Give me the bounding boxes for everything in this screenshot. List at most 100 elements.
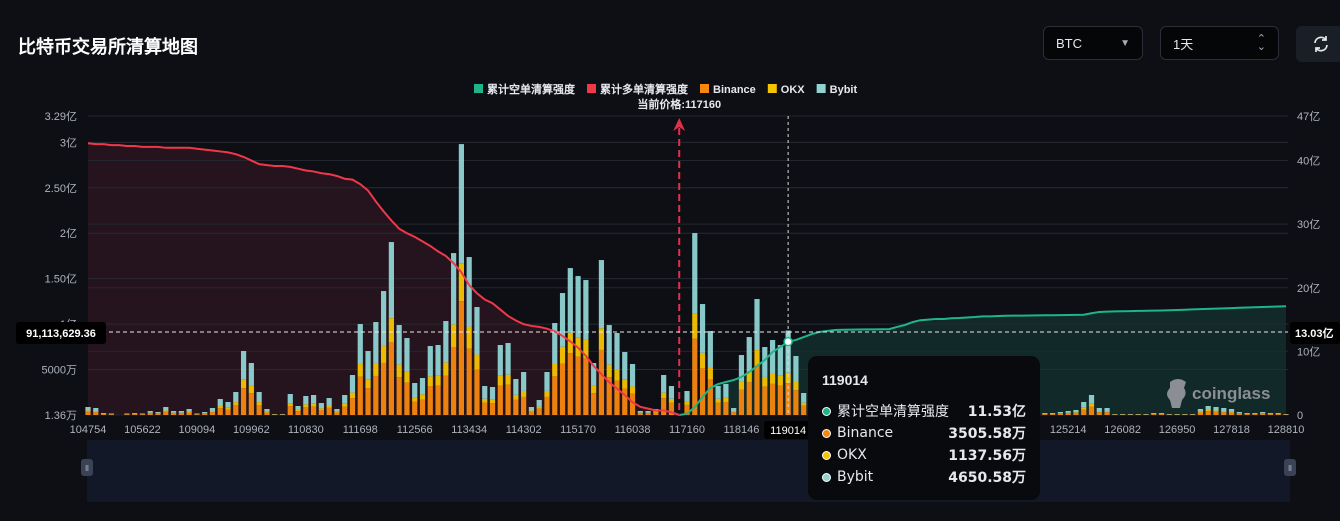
bar-binance[interactable] [575, 356, 581, 415]
bar-binance[interactable] [552, 376, 558, 415]
bar-okx[interactable] [785, 372, 791, 384]
bar-okx[interactable] [326, 405, 332, 408]
bar-bybit[interactable] [575, 276, 581, 338]
bar-binance[interactable] [567, 353, 573, 415]
bar-binance[interactable] [731, 412, 737, 415]
bar-binance[interactable] [202, 413, 208, 415]
bar-okx[interactable] [1228, 411, 1235, 413]
bar-binance[interactable] [1213, 411, 1219, 415]
bar-bybit[interactable] [466, 257, 472, 327]
bar-binance[interactable] [1252, 414, 1258, 415]
legend-item[interactable]: OKX [781, 84, 806, 96]
bar-okx[interactable] [513, 394, 519, 400]
bar-binance[interactable] [1236, 413, 1242, 415]
bar-binance[interactable] [1158, 414, 1165, 415]
bar-binance[interactable] [404, 382, 410, 415]
bar-binance[interactable] [591, 393, 597, 415]
bar-binance[interactable] [505, 384, 511, 415]
bar-okx[interactable] [264, 411, 270, 413]
bar-bybit[interactable] [777, 345, 783, 376]
bar-okx[interactable] [388, 318, 394, 343]
bar-okx[interactable] [629, 386, 636, 394]
bar-binance[interactable] [614, 380, 620, 415]
bar-binance[interactable] [1197, 412, 1204, 415]
bar-binance[interactable] [1081, 409, 1087, 415]
bar-okx[interactable] [248, 385, 254, 394]
bar-okx[interactable] [287, 403, 293, 407]
bar-binance[interactable] [489, 403, 496, 415]
bar-binance[interactable] [155, 413, 161, 415]
bar-bybit[interactable] [692, 233, 698, 314]
bar-binance[interactable] [1205, 411, 1211, 415]
bar-bybit[interactable] [622, 352, 628, 380]
bar-bybit[interactable] [1050, 413, 1056, 414]
bar-bybit[interactable] [1236, 412, 1242, 414]
bar-okx[interactable] [1088, 403, 1095, 407]
bar-okx[interactable] [1073, 412, 1079, 413]
bar-okx[interactable] [357, 364, 363, 377]
bar-okx[interactable] [591, 385, 597, 394]
bar-binance[interactable] [124, 414, 130, 415]
bar-bybit[interactable] [723, 384, 729, 398]
bar-okx[interactable] [93, 411, 99, 413]
bar-bybit[interactable] [163, 407, 169, 411]
bar-binance[interactable] [85, 411, 91, 415]
bar-bybit[interactable] [334, 409, 340, 412]
bar-binance[interactable] [754, 366, 760, 415]
bar-binance[interactable] [606, 377, 612, 415]
bar-binance[interactable] [295, 411, 301, 415]
bar-binance[interactable] [209, 412, 216, 415]
bar-binance[interactable] [310, 406, 317, 415]
bar-binance[interactable] [139, 414, 146, 415]
bar-bybit[interactable] [100, 413, 107, 414]
bar-bybit[interactable] [1275, 413, 1281, 414]
bar-bybit[interactable] [1088, 395, 1095, 404]
bar-binance[interactable] [451, 346, 457, 415]
bar-bybit[interactable] [707, 331, 713, 368]
bar-bybit[interactable] [240, 351, 247, 380]
bar-bybit[interactable] [482, 386, 488, 399]
bar-binance[interactable] [1042, 414, 1048, 415]
bar-binance[interactable] [793, 390, 799, 415]
bar-bybit[interactable] [552, 323, 558, 364]
bar-binance[interactable] [108, 414, 114, 415]
bar-okx[interactable] [474, 354, 480, 370]
bar-okx[interactable] [622, 379, 628, 389]
bar-okx[interactable] [544, 390, 550, 397]
bar-binance[interactable] [1065, 413, 1071, 415]
bar-bybit[interactable] [1065, 411, 1071, 413]
bar-binance[interactable] [365, 388, 371, 415]
bar-bybit[interactable] [388, 242, 394, 319]
bar-binance[interactable] [381, 362, 387, 415]
bar-binance[interactable] [723, 401, 729, 415]
bar-binance[interactable] [326, 407, 332, 415]
bar-bybit[interactable] [793, 356, 799, 382]
period-select[interactable]: 1天 ⌃ ⌄ [1160, 26, 1279, 60]
bar-binance[interactable] [1050, 414, 1056, 415]
bar-bybit[interactable] [178, 411, 184, 413]
bar-binance[interactable] [240, 388, 247, 415]
bar-binance[interactable] [1244, 414, 1250, 415]
legend-item[interactable]: 累计空单清算强度 [487, 82, 576, 96]
coin-select[interactable]: BTC ▼ [1043, 26, 1143, 60]
bar-okx[interactable] [147, 412, 153, 414]
bar-okx[interactable] [295, 409, 301, 412]
bar-okx[interactable] [489, 399, 496, 404]
bar-okx[interactable] [170, 412, 177, 414]
bar-binance[interactable] [248, 393, 254, 415]
bar-bybit[interactable] [326, 398, 332, 406]
bar-okx[interactable] [427, 376, 433, 387]
bar-binance[interactable] [435, 385, 441, 415]
bar-okx[interactable] [1081, 407, 1087, 410]
bar-okx[interactable] [731, 411, 737, 413]
bar-bybit[interactable] [217, 399, 223, 407]
bar-okx[interactable] [653, 411, 659, 413]
bar-bybit[interactable] [458, 144, 465, 264]
bar-binance[interactable] [427, 386, 433, 415]
bar-binance[interactable] [684, 404, 690, 415]
bar-binance[interactable] [194, 414, 200, 415]
bar-bybit[interactable] [684, 391, 690, 402]
bar-binance[interactable] [412, 401, 418, 415]
bar-bybit[interactable] [209, 408, 216, 412]
legend-swatch[interactable] [474, 84, 483, 93]
